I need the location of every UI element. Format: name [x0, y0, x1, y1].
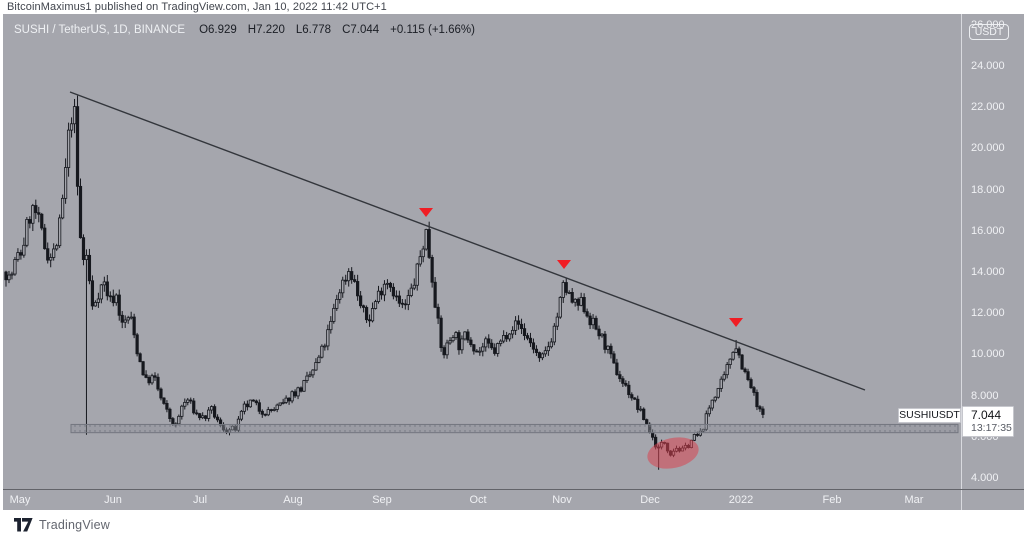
- time-tick-label: May: [9, 494, 31, 506]
- tradingview-logo-icon[interactable]: [14, 518, 33, 532]
- time-tick-label: 2022: [728, 494, 754, 506]
- highlight-ellipse: [647, 437, 699, 469]
- symbol-title: SUSHI / TetherUS, 1D, BINANCE: [14, 24, 186, 36]
- symbol-legend[interactable]: SUSHI / TetherUS, 1D, BINANCE O6.929 H7.22…: [14, 23, 486, 37]
- ohlc-change: +0.115 (+1.66%): [390, 24, 475, 36]
- time-tick-label: Sep: [372, 494, 392, 506]
- ohlc-close: C7.044: [342, 24, 380, 36]
- time-tick-label: Jun: [104, 494, 122, 506]
- sell-marker-icon: [419, 208, 433, 217]
- candlestick-plot[interactable]: [3, 14, 961, 489]
- price-tick-label: 14.000: [971, 266, 1005, 278]
- price-tick-label: 18.000: [971, 183, 1005, 196]
- price-tick-label: 8.000: [971, 389, 999, 402]
- price-tick-label: 24.000: [971, 60, 1005, 72]
- sell-marker-icon: [557, 260, 571, 269]
- ohlc-high: H7.220: [247, 24, 285, 36]
- price-tick-label: 20.000: [971, 142, 1005, 155]
- sell-marker-icon: [729, 318, 743, 327]
- bar-countdown: 13:17:35: [971, 422, 1012, 434]
- time-tick-label: Mar: [904, 494, 924, 506]
- time-tick-label: Jul: [192, 494, 208, 506]
- ohlc-open: O6.929: [199, 24, 237, 36]
- price-tick-label: 16.000: [971, 224, 1005, 237]
- candles: [4, 95, 765, 470]
- price-tick-label: 12.000: [971, 307, 1005, 320]
- price-tick-label: 4.000: [971, 472, 999, 484]
- support-zone: [70, 423, 959, 434]
- time-tick-label: Dec: [640, 494, 660, 506]
- footer: TradingView: [14, 516, 110, 534]
- currency-unit-badge[interactable]: USDT: [969, 24, 1009, 40]
- time-tick-label: Feb: [822, 494, 842, 506]
- price-axis[interactable]: 26.000 24.000 22.000 20.000 18.000 16.000 14.0…: [961, 14, 1024, 510]
- last-price-label: 7.044 13:17:35: [962, 406, 1014, 437]
- last-price-value: 7.044: [971, 408, 1002, 422]
- time-tick-label: Nov: [552, 494, 572, 506]
- attribution-text: BitcoinMaximus1 published on TradingView…: [7, 1, 387, 13]
- tradingview-brand[interactable]: TradingView: [39, 518, 110, 532]
- price-tick-label: 22.000: [971, 101, 1005, 114]
- chart-area: SUSHI / TetherUS, 1D, BINANCE O6.929 H7.22…: [3, 14, 1024, 510]
- time-tick-label: Oct: [469, 494, 487, 506]
- price-tick-label: 10.000: [971, 348, 1005, 361]
- time-axis[interactable]: May Jun Jul Aug Sep Oct Nov Dec 2022 Feb Mar: [3, 489, 1024, 510]
- descending-trendline: [69, 91, 866, 391]
- price-tick-label: 26.000: [971, 18, 1005, 31]
- ohlc-low: L6.778: [295, 24, 332, 36]
- time-tick-label: Aug: [283, 494, 303, 506]
- last-price-symbol-tag: SUSHIUSDT: [898, 408, 961, 423]
